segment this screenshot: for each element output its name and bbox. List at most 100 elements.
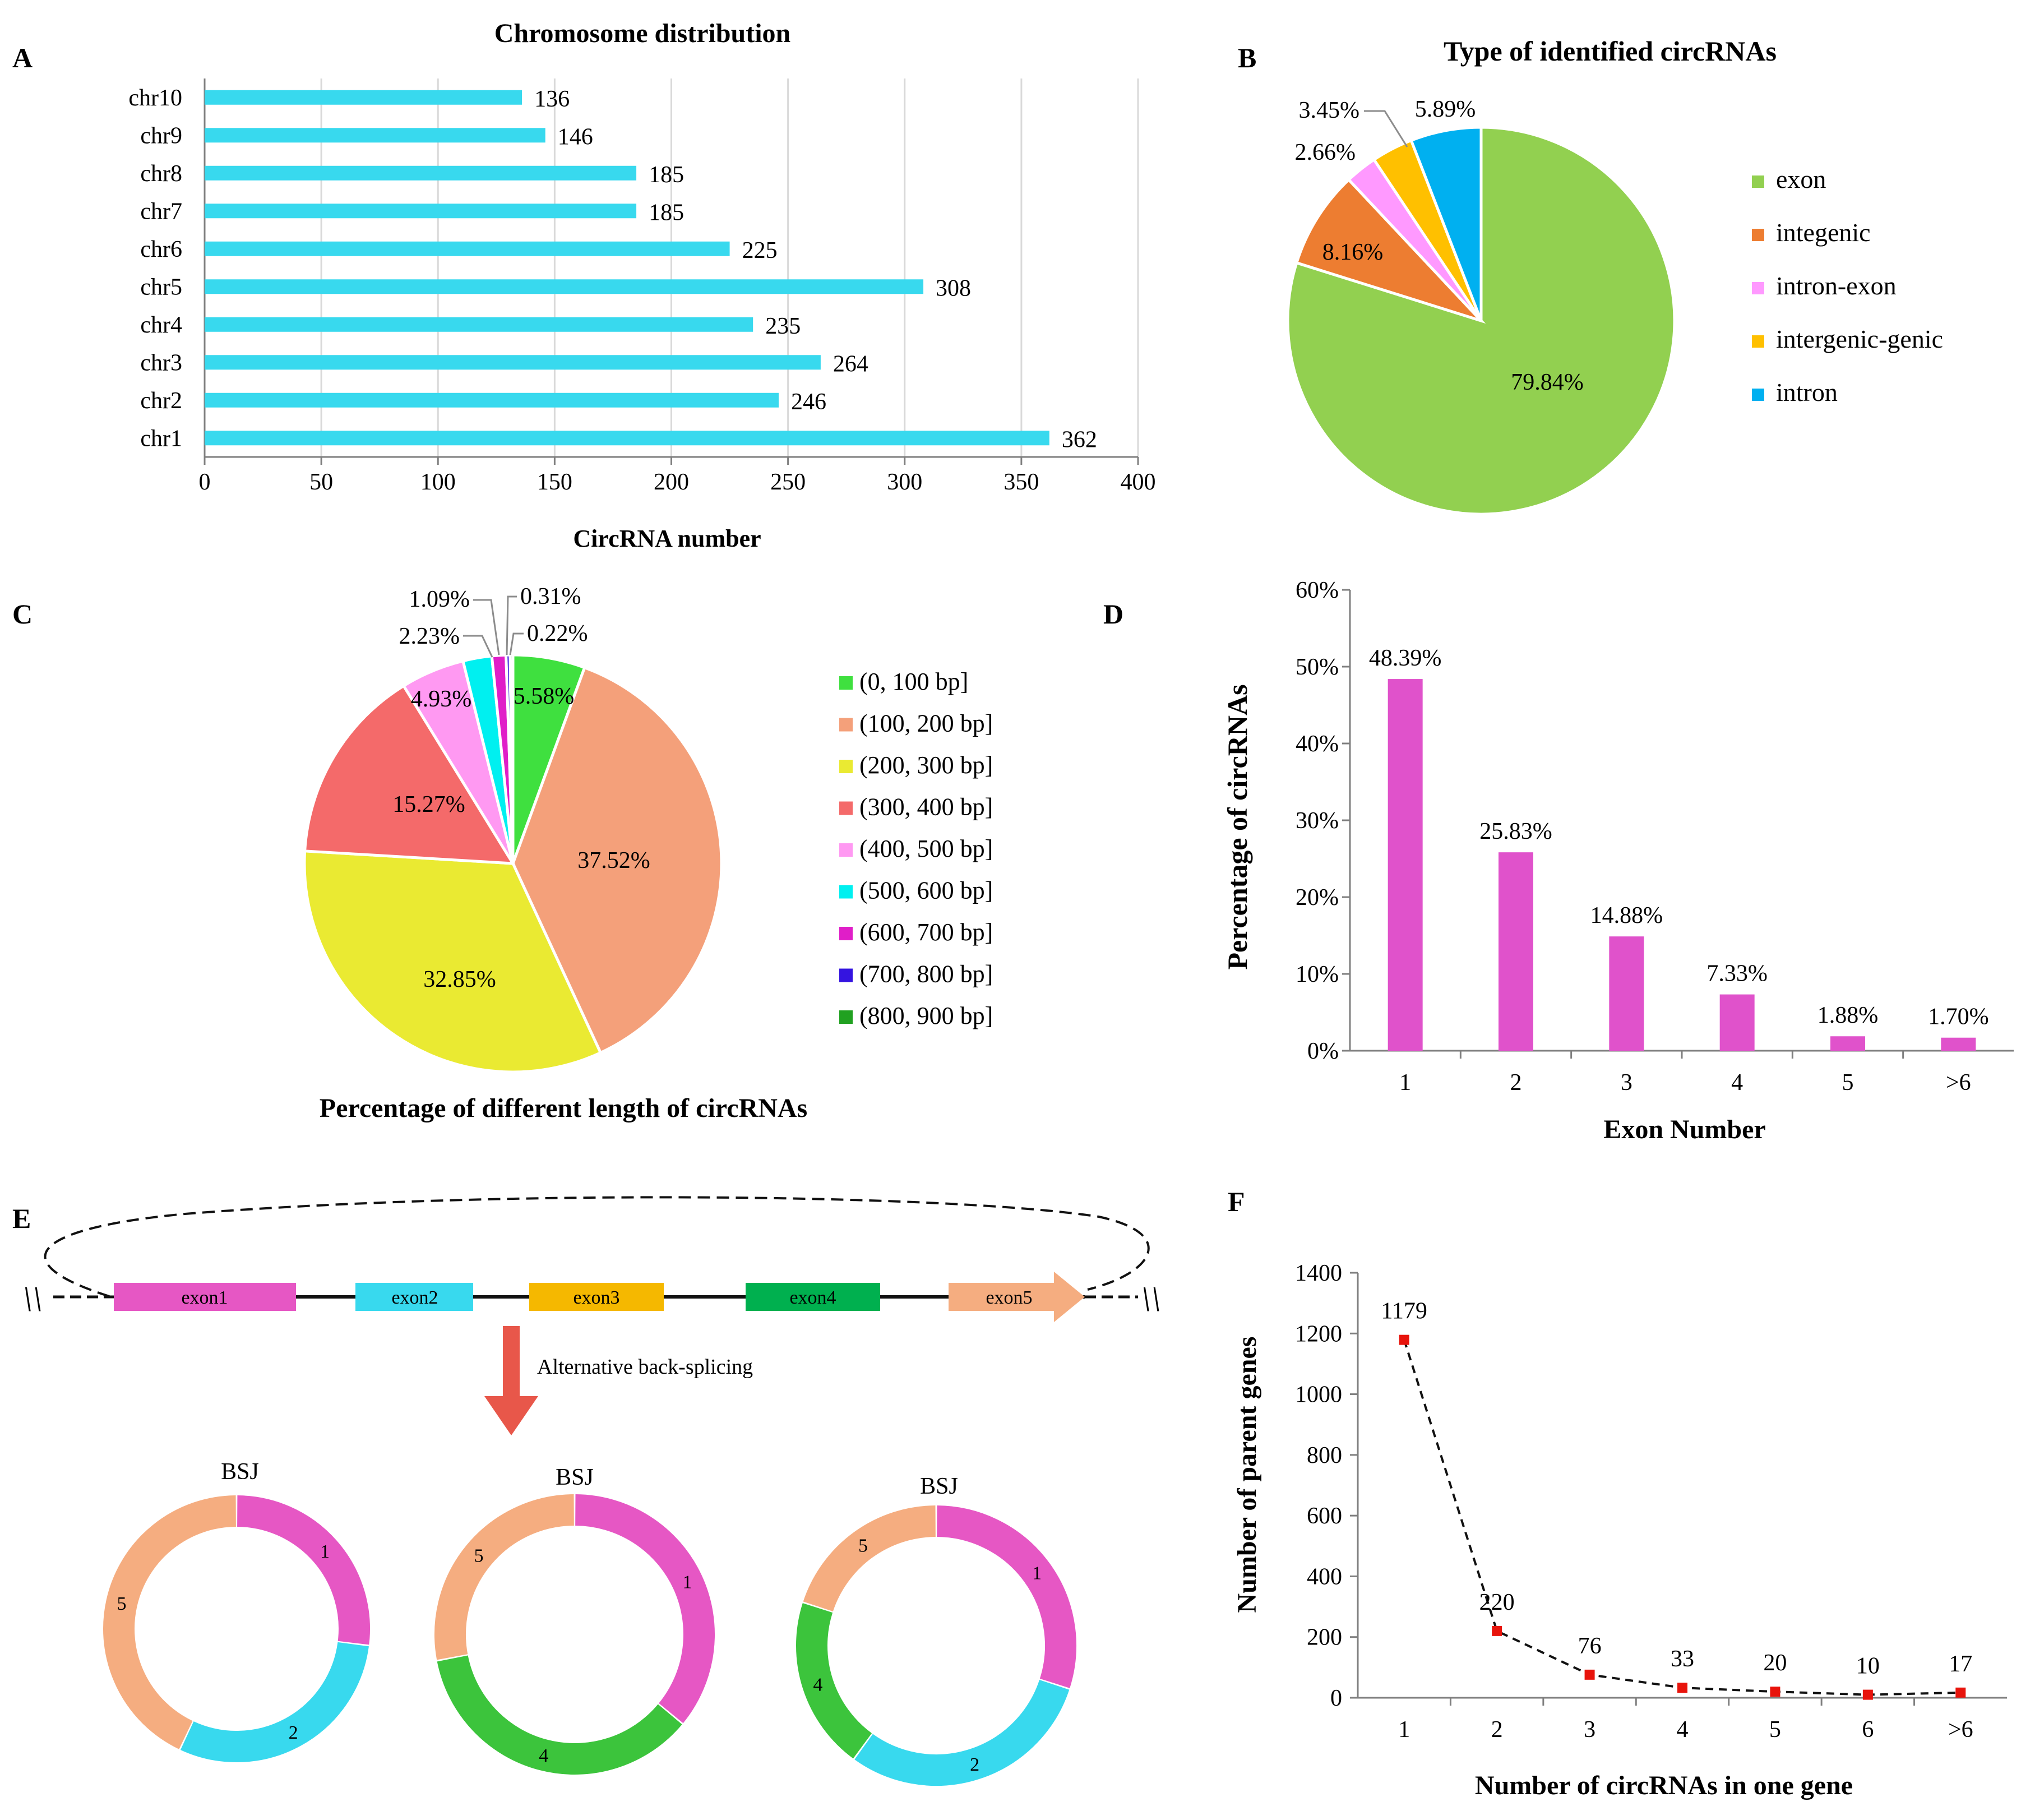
- chart-d-bar-2: [1499, 852, 1533, 1051]
- ring-3-segment-label: 2: [970, 1754, 979, 1775]
- chart-b-legend-label: integenic: [1776, 218, 1871, 247]
- chart-f-value-label: 17: [1949, 1651, 1972, 1677]
- chart-a-bar-chr5: [205, 279, 924, 294]
- chart-a-value-label: 136: [534, 86, 570, 112]
- splice-dashed-arc: [44, 1196, 1150, 1297]
- exon2-box: [355, 1283, 473, 1311]
- chart-a-x-tick-label: 200: [654, 469, 689, 495]
- panel-label-d: D: [1103, 598, 1123, 630]
- chart-b-legend-swatch: [1752, 282, 1764, 294]
- exon1-label: exon1: [181, 1287, 228, 1308]
- chart-f-value-label: 33: [1671, 1646, 1694, 1672]
- chart-c-legend-label: (500, 600 bp]: [859, 877, 993, 904]
- chart-f-value-label: 10: [1856, 1653, 1880, 1679]
- chart-d-bar-5: [1830, 1036, 1865, 1051]
- chart-f-point: [1492, 1625, 1502, 1636]
- chart-d-y-tick-label: 20%: [1296, 885, 1339, 911]
- ring-2-segment: [437, 1655, 682, 1775]
- chart-d-x-tick-label: >6: [1946, 1070, 1971, 1096]
- chart-a-category-label: chr10: [128, 85, 182, 111]
- exon2-label: exon2: [391, 1287, 438, 1308]
- chart-c-leader-line: [463, 635, 493, 658]
- chart-a-value-label: 264: [833, 351, 868, 377]
- chart-a-value-label: 185: [649, 200, 684, 225]
- chart-a-value-label: 235: [765, 313, 801, 339]
- chart-f-y-tick-label: 800: [1307, 1443, 1342, 1468]
- chart-f-x-tick-label: 3: [1584, 1717, 1595, 1743]
- chart-c-slice-label: 0.31%: [520, 584, 581, 609]
- chart-c-slice-label: 0.22%: [527, 621, 588, 646]
- chart-c-legend-swatch: [839, 760, 853, 773]
- panel-label-b: B: [1238, 42, 1256, 73]
- panel-e-back-splicing-diagram: \\ \\ exon1 exon2 exon3 exon4 exon5 Alte…: [22, 1196, 1161, 1786]
- chart-c-slice-label: 2.23%: [399, 623, 460, 649]
- ring-1-segment: [237, 1495, 370, 1645]
- chart-a-category-label: chr1: [140, 426, 182, 451]
- chart-c-slice-label: 4.93%: [411, 686, 472, 712]
- chart-a-value-label: 146: [558, 124, 593, 150]
- ring-2-segment: [434, 1494, 575, 1660]
- chart-d-value-label: 1.88%: [1817, 1003, 1879, 1028]
- chart-a-bar-chr4: [205, 317, 753, 332]
- chart-a-bar-chr10: [205, 90, 522, 105]
- chart-d-bar-4: [1719, 994, 1755, 1051]
- chart-d-value-label: 1.70%: [1928, 1004, 1989, 1030]
- chart-a-x-tick-label: 250: [770, 469, 806, 495]
- ring-2-segment-label: 4: [539, 1745, 548, 1766]
- panel-label-a: A: [12, 42, 33, 73]
- chart-f-x-tick-label: 1: [1398, 1717, 1410, 1743]
- chart-b-slice-label: 2.66%: [1295, 140, 1356, 165]
- chart-b-slice-4: [1409, 126, 1483, 321]
- chart-c-legend-swatch: [839, 885, 853, 899]
- chart-c-legend-swatch: [839, 968, 853, 982]
- chart-a-value-label: 362: [1062, 427, 1097, 452]
- chart-a-x-tick-label: 350: [1003, 469, 1039, 495]
- break-symbol-right: \\: [1141, 1279, 1161, 1319]
- ring-1-segment: [180, 1642, 369, 1762]
- chart-d-y-tick-label: 30%: [1296, 808, 1339, 834]
- chart-a-category-label: chr4: [140, 312, 182, 338]
- chart-a-category-label: chr6: [140, 237, 182, 262]
- chart-f-y-tick-label: 1000: [1295, 1382, 1342, 1408]
- panel-label-c: C: [12, 598, 33, 630]
- chart-c-slice-label: 15.27%: [392, 792, 465, 817]
- chart-d-bar->6: [1941, 1037, 1976, 1051]
- chart-f-value-label: 76: [1578, 1633, 1602, 1659]
- chart-a-bar-chr1: [205, 431, 1049, 446]
- chart-f-point: [1399, 1334, 1409, 1345]
- ring-2-segment-label: 1: [682, 1572, 692, 1592]
- chart-c-slice-label: 32.85%: [423, 967, 496, 992]
- chart-b-slice-label: 8.16%: [1322, 239, 1384, 265]
- chart-f-x-axis-label: Number of circRNAs in one gene: [1475, 1771, 1853, 1800]
- chart-c-legend-swatch: [839, 927, 853, 940]
- exon4-box: [746, 1283, 880, 1311]
- chart-c-slice-1: [511, 666, 723, 1055]
- chart-f-point: [1770, 1687, 1780, 1697]
- chart-b-slice-label: 3.45%: [1299, 98, 1360, 123]
- ring-2-segment-label: 5: [474, 1545, 483, 1566]
- chart-c-leader-line: [473, 599, 500, 655]
- ring-3-segment: [803, 1505, 936, 1612]
- chart-a-bar-chr8: [205, 165, 637, 181]
- bsj-label-3: BSJ: [920, 1473, 958, 1499]
- chart-f-y-tick-label: 0: [1330, 1685, 1342, 1711]
- chart-a-x-tick-label: 150: [537, 469, 572, 495]
- panel-label-f: F: [1228, 1186, 1245, 1217]
- chart-a-x-tick-label: 50: [309, 469, 333, 495]
- chart-c-slice-8: [508, 653, 515, 864]
- chart-a-x-tick-label: 400: [1121, 469, 1156, 495]
- chart-f-x-tick-label: >6: [1948, 1717, 1973, 1743]
- chart-b-legend-swatch: [1752, 175, 1764, 188]
- bsj-label-2: BSJ: [556, 1465, 594, 1490]
- chart-a-category-label: chr9: [140, 123, 182, 149]
- chart-a-value-label: 225: [742, 238, 778, 264]
- chart-c-legend-label: (0, 100 bp]: [859, 668, 968, 695]
- chart-f-y-axis-label: Number of parent genes: [1232, 1337, 1262, 1613]
- panel-b-circrna-type-pie: Type of identified circRNAs 79.84% 8.16% 2…: [1286, 35, 1943, 516]
- chart-c-legend-label: (400, 500 bp]: [859, 835, 993, 862]
- chart-a-bar-chr2: [205, 392, 779, 408]
- chart-c-slice-label: 1.09%: [409, 586, 470, 612]
- chart-b-leader-line: [1364, 110, 1408, 147]
- chart-b-legend-swatch: [1752, 229, 1764, 241]
- panel-a-chromosome-bar-chart: Chromosome distribution CircRNA number 0…: [128, 19, 1155, 552]
